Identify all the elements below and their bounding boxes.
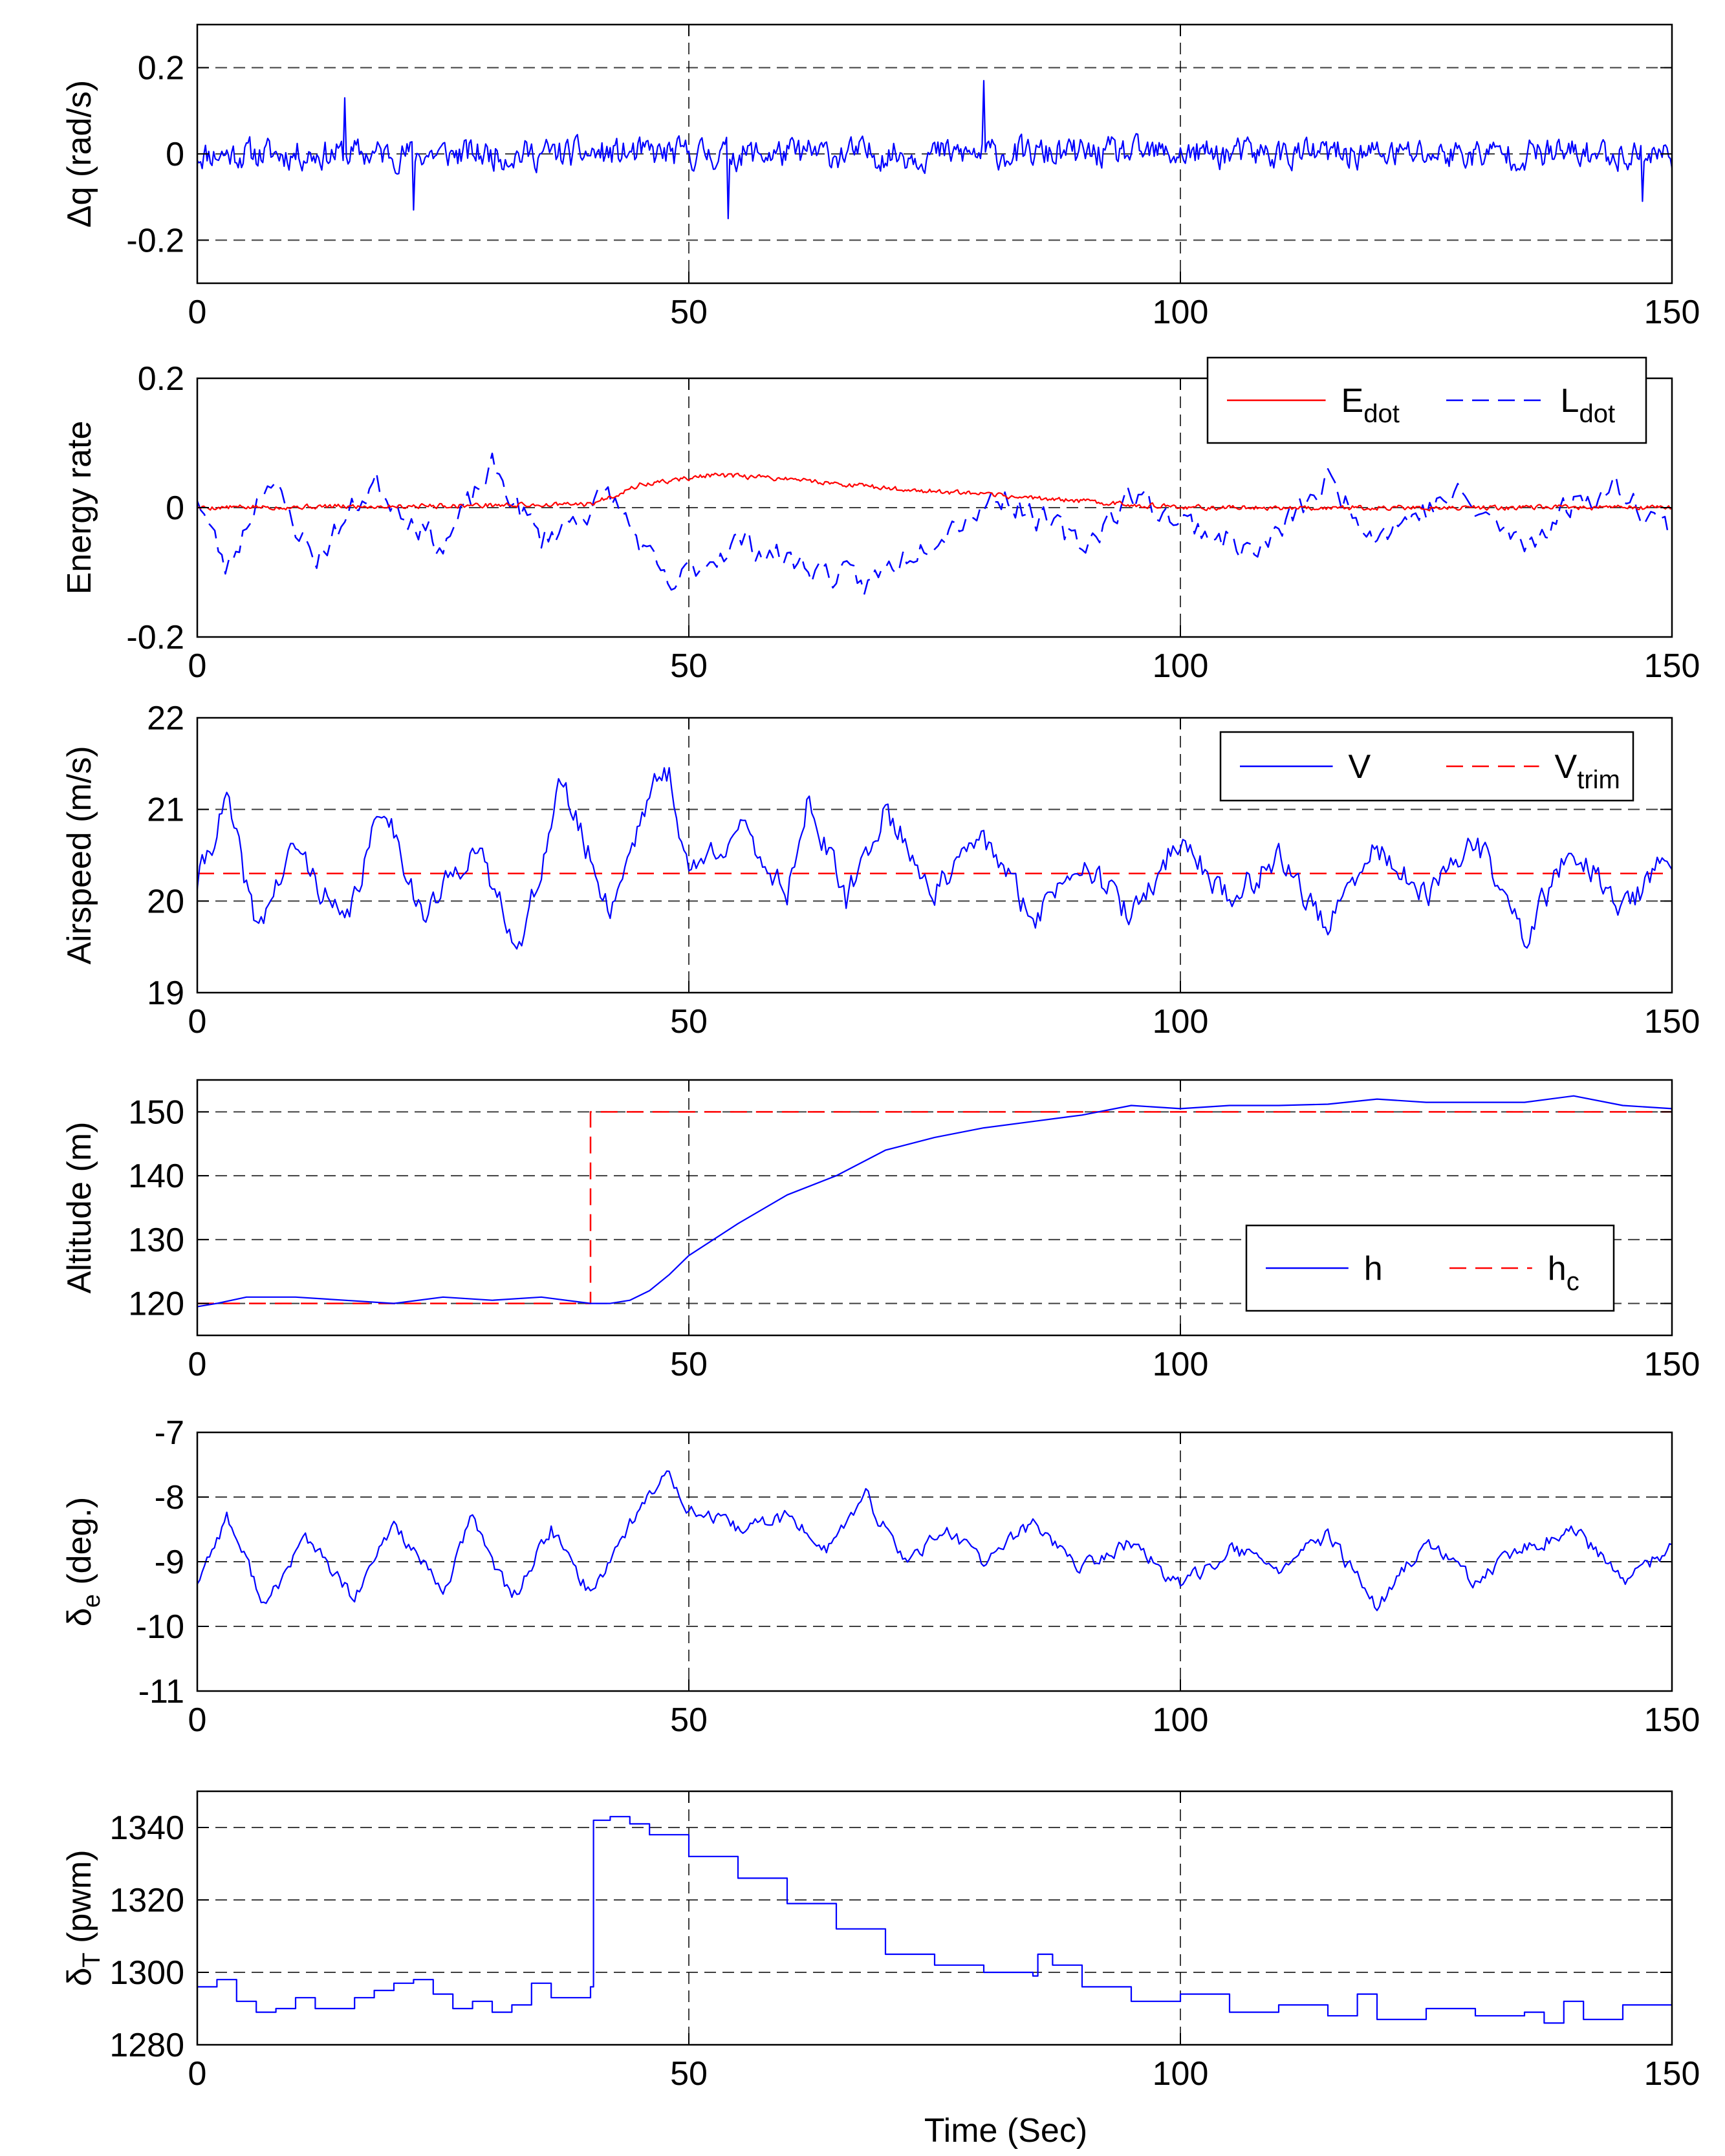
series-group — [197, 452, 1672, 595]
x-tick-label: 50 — [670, 294, 708, 331]
x-tick-label: 0 — [188, 294, 207, 331]
x-tick-label: 100 — [1153, 647, 1209, 685]
series-line-T — [197, 1816, 1672, 2024]
series-group — [197, 1095, 1672, 1308]
series-line-V — [197, 767, 1672, 950]
x-tick-label: 150 — [1644, 1346, 1700, 1383]
y-axis-label: Airspeed (m/s) — [61, 746, 98, 964]
series-line-h — [197, 1095, 1672, 1308]
series-line-e — [197, 1470, 1672, 1612]
x-tick-label: 0 — [188, 1701, 207, 1739]
legend-label: Ldot — [1561, 382, 1616, 428]
y-tick-label: 150 — [128, 1094, 184, 1131]
y-tick-label: 1280 — [109, 2027, 184, 2064]
x-tick-label: 50 — [670, 1346, 708, 1383]
legend: Edot Ldot — [1206, 356, 1647, 444]
y-axis-label: δT (pwm) — [61, 1849, 105, 1986]
y-axis-label: Energy rate — [61, 421, 98, 595]
y-tick-label: -0.2 — [126, 619, 184, 656]
x-tick-label: 150 — [1644, 2055, 1700, 2093]
legend-label: hc — [1548, 1250, 1579, 1296]
x-tick-label: 100 — [1153, 1346, 1209, 1383]
series-line-E_dot — [197, 472, 1672, 512]
y-tick-label: 19 — [147, 975, 184, 1012]
y-axis-label: δe (deg.) — [61, 1497, 105, 1626]
y-tick-label: 1340 — [109, 1809, 184, 1847]
legend: h hc — [1245, 1224, 1615, 1312]
y-tick-label: 140 — [128, 1158, 184, 1195]
y-tick-label: 0.2 — [138, 50, 184, 87]
y-tick-label: 20 — [147, 883, 184, 920]
y-tick-label: 1300 — [109, 1954, 184, 1992]
y-tick-label: 0 — [166, 490, 184, 527]
x-tick-label: 50 — [670, 647, 708, 685]
x-tick-label: 100 — [1153, 294, 1209, 331]
series-line-q — [197, 80, 1672, 220]
y-tick-label: -8 — [155, 1479, 184, 1516]
y-tick-label: -0.2 — [126, 222, 184, 259]
subplot-airspeed: 0 50 100 150 22 21 20 19 Airspeed (m/s) V Vtrim — [61, 700, 1700, 1040]
y-axis-label: Δq (rad/s) — [61, 80, 98, 228]
axes-frame — [196, 717, 1673, 994]
series-group — [197, 80, 1672, 220]
x-tick-label: 50 — [670, 2055, 708, 2093]
plot-area — [197, 1791, 1672, 2045]
x-tick-label: 100 — [1153, 1701, 1209, 1739]
axes-frame — [196, 1079, 1673, 1337]
x-tick-label: 150 — [1644, 1701, 1700, 1739]
x-tick-label: 150 — [1644, 647, 1700, 685]
subplot-altitude: 0 50 100 150 150 140 130 120 Altitude (m) h hc — [61, 1079, 1700, 1383]
series-line-L_dot — [197, 452, 1672, 595]
x-tick-label: 50 — [670, 1701, 708, 1739]
series-group — [197, 767, 1672, 950]
legend-label: Vtrim — [1555, 748, 1620, 794]
y-tick-label: 22 — [147, 700, 184, 737]
y-tick-label: -10 — [136, 1608, 184, 1646]
x-tick-label: 0 — [188, 2055, 207, 2093]
y-tick-label: -7 — [155, 1414, 184, 1452]
legend-label: V — [1349, 748, 1371, 786]
x-tick-label: 0 — [188, 1003, 207, 1040]
subplot-de: 0 50 100 150 -7 -8 -9 -10 -11 δe (deg.) — [61, 1414, 1700, 1739]
y-tick-label: 0.2 — [138, 360, 184, 398]
legend-label: h — [1364, 1250, 1383, 1288]
series-group — [197, 1816, 1672, 2024]
y-axis-label: Altitude (m) — [61, 1122, 98, 1294]
legend: V Vtrim — [1219, 731, 1634, 802]
x-tick-label: 150 — [1644, 1003, 1700, 1040]
x-axis-label: Time (Sec) — [924, 2112, 1087, 2150]
axes-frame — [196, 1790, 1673, 2046]
legend-label: Edot — [1341, 382, 1400, 428]
x-tick-label: 0 — [188, 647, 207, 685]
x-tick-label: 50 — [670, 1003, 708, 1040]
x-tick-label: 100 — [1153, 1003, 1209, 1040]
x-tick-label: 150 — [1644, 294, 1700, 331]
subplot-dt: 0 50 100 150 1340 1320 1300 1280 δT (pwm) — [61, 1790, 1700, 2093]
x-tick-label: 100 — [1153, 2055, 1209, 2093]
y-tick-label: 0 — [166, 136, 184, 173]
y-tick-label: -9 — [155, 1544, 184, 1581]
y-tick-label: 1320 — [109, 1882, 184, 1919]
y-tick-label: -11 — [138, 1673, 184, 1710]
x-tick-label: 0 — [188, 1346, 207, 1383]
y-tick-label: 21 — [147, 792, 184, 829]
y-tick-label: 130 — [128, 1222, 184, 1259]
series-group — [197, 1470, 1672, 1612]
y-tick-label: 120 — [128, 1286, 184, 1323]
